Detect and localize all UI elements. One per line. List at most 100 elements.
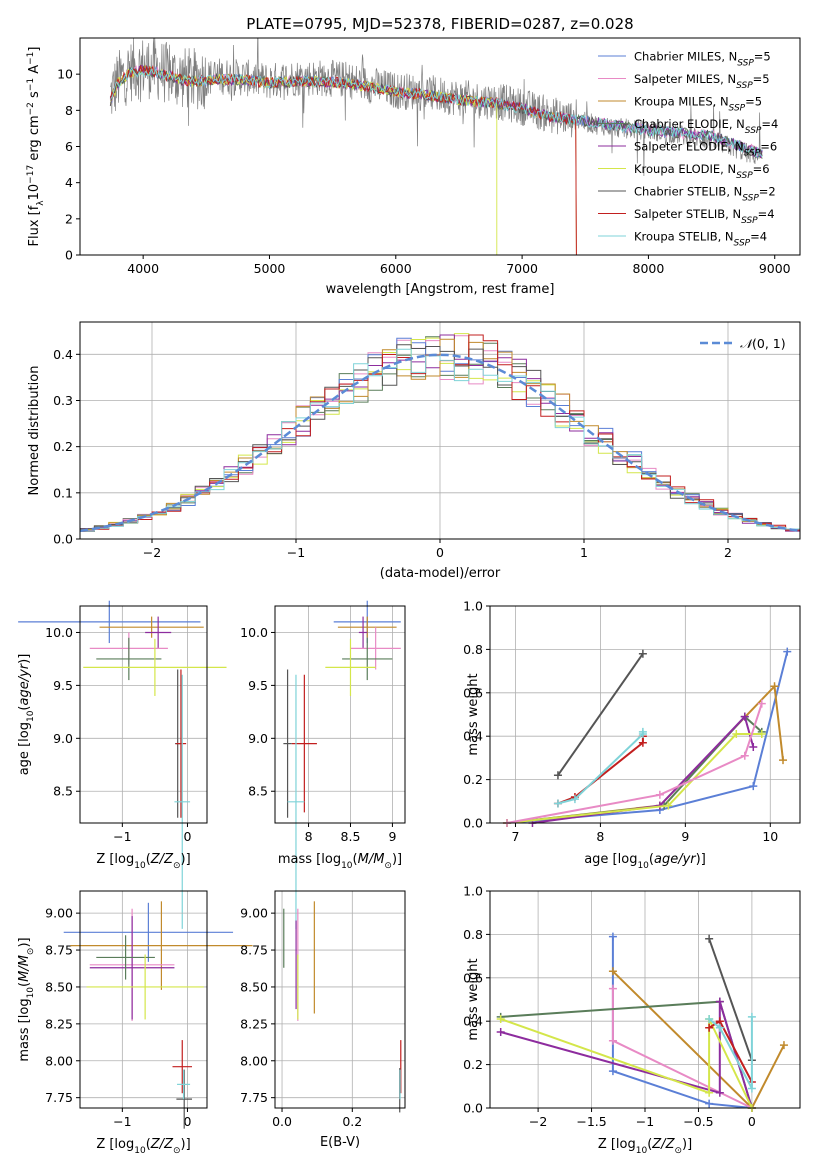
x-tick-label: −1	[287, 545, 305, 560]
y-tick-label: 0.8	[463, 927, 483, 942]
label-part: 10	[636, 1146, 648, 1156]
x-tick-label: 0	[748, 1114, 756, 1129]
label-part: SSP	[741, 216, 758, 226]
normal-reference-line	[80, 353, 800, 533]
plots-layer: 4000 5000 6000 7000 8000 90000246810wavelengt…	[17, 37, 801, 1156]
mass-weight-marker	[715, 1023, 724, 1032]
label-part: ⊙	[26, 948, 36, 956]
label-part: (	[146, 852, 151, 867]
mass-weight-marker	[757, 730, 766, 739]
residuals-x-label: (data-model)/error	[380, 566, 501, 581]
label-part: age/yr	[654, 852, 697, 867]
label-part: =4	[750, 230, 767, 244]
legend-label: Chabrier STELIB, NSSP=2	[634, 185, 776, 204]
residuals-y-label: Normed distribution	[27, 366, 42, 496]
y-tick-label: 0.4	[463, 1014, 483, 1029]
mass-weight-line	[506, 703, 763, 824]
label-part: Salpeter MILES, N	[634, 72, 736, 86]
label-part: )]	[392, 852, 402, 867]
mass-weight-marker	[749, 782, 758, 791]
residuals-axes: −2 −1 0 1 2 0.0 0.1 0.2 0.3 0.4	[53, 322, 800, 560]
histogram-series	[80, 348, 800, 533]
y-tick-label: 2	[65, 211, 73, 226]
y-tick-label: 1.0	[463, 884, 483, 899]
label-part: Salpeter ELODIE, N	[634, 140, 744, 154]
legend-label: Chabrier ELODIE, NSSP=4	[634, 117, 778, 136]
y-tick-label: 0.8	[463, 642, 483, 657]
model-line	[110, 66, 763, 158]
mass-weight-line	[506, 684, 784, 824]
y-tick-label: 8.50	[45, 979, 73, 994]
legend-label: Salpeter ELODIE, NSSP=6	[634, 140, 777, 159]
label-part: 10	[26, 987, 36, 999]
label-part: ]	[27, 47, 42, 52]
mass-weight-marker	[747, 1012, 756, 1021]
age-y-label: age [log10(age/yr)]	[17, 654, 36, 776]
mass_vs_Z-axes: −1 0 7.75 8.00 8.25 8.50 8.75 9.00	[45, 891, 207, 1129]
mass-weight-marker	[715, 1088, 724, 1097]
label-part: age/yr	[17, 662, 32, 705]
massweight_vs_age-frame	[489, 605, 801, 824]
mass-weight-marker	[747, 1084, 756, 1093]
legend-label: Salpeter MILES, NSSP=5	[634, 72, 770, 91]
label-part: SSP	[744, 149, 761, 159]
label-part: Z [log	[96, 1137, 134, 1152]
mass-weight-line	[708, 1016, 753, 1089]
mass-weight-marker	[705, 934, 714, 943]
y-tick-label: 7.75	[240, 1090, 268, 1105]
mass-weight-marker	[655, 790, 664, 799]
legend-label: Kroupa MILES, NSSP=5	[634, 95, 762, 114]
label-part: SSP	[736, 171, 753, 181]
label-part: SSP	[736, 81, 753, 91]
label-part: (	[647, 1137, 652, 1152]
y-tick-label: 0.0	[463, 816, 483, 831]
label-part: Kroupa ELODIE, N	[634, 162, 736, 176]
label-part: =5	[745, 95, 762, 109]
label-part: (	[17, 706, 32, 711]
mass-weight-marker	[732, 730, 741, 739]
mass-weight-marker	[705, 1015, 714, 1024]
label-part: Chabrier ELODIE, N	[634, 117, 745, 131]
figure-title: PLATE=0795, MJD=52378, FIBERID=0287, z=0…	[246, 15, 633, 33]
legend-label: Salpeter STELIB, NSSP=4	[634, 207, 775, 226]
mass-weight-line	[506, 715, 763, 824]
y-tick-label: 8.00	[45, 1053, 73, 1068]
label-part: SSP	[737, 59, 754, 69]
label-part: SSP	[742, 194, 759, 204]
x-tick-label: 0	[183, 829, 191, 844]
y-tick-label: 0.0	[53, 532, 73, 547]
label-part: =6	[760, 140, 777, 154]
mass-weight-marker	[638, 727, 647, 736]
y-tick-label: 10.0	[45, 625, 73, 640]
y-tick-label: 0.3	[53, 393, 73, 408]
x-tick-label: −1	[113, 1114, 131, 1129]
y-tick-label: 4	[65, 175, 73, 190]
x-tick-label: 10	[762, 829, 778, 844]
label-part: =4	[758, 207, 775, 221]
age_vs_mass-frame	[274, 605, 406, 824]
label-part: λ	[36, 200, 46, 206]
mass_vs_ebv-frame	[274, 890, 406, 1109]
label-part: ⊙	[384, 861, 392, 871]
y-tick-label: 8.75	[240, 943, 268, 958]
x-tick-label: −1.5	[576, 1114, 606, 1129]
massweight-y-label: mass weight	[466, 673, 481, 755]
x-tick-label: 8	[305, 829, 313, 844]
mass-weight-marker	[608, 1036, 617, 1045]
x-tick-label: 9	[681, 829, 689, 844]
x-tick-label: −2	[143, 545, 161, 560]
x-tick-label: 1	[580, 545, 588, 560]
label-part: M/M	[17, 955, 32, 982]
x-tick-label: 9000	[759, 261, 791, 276]
x-tick-label: −2	[529, 1114, 547, 1129]
y-tick-label: 8.5	[53, 784, 73, 799]
mass-weight-line	[506, 733, 762, 824]
label-part: Z/Z	[150, 1137, 174, 1152]
label-part: )]	[181, 1137, 191, 1152]
label-part: 10	[341, 861, 353, 871]
mass-weight-marker	[664, 801, 673, 810]
mass-weight-marker	[740, 712, 749, 721]
y-tick-label: 8.00	[240, 1053, 268, 1068]
x-tick-label: 0.0	[272, 1114, 292, 1129]
spectrum-frame	[79, 37, 801, 256]
